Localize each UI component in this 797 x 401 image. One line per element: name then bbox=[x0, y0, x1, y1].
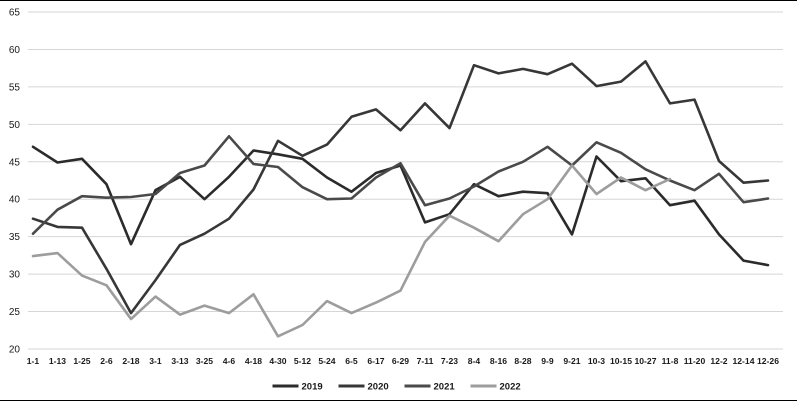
y-tick-label: 40 bbox=[9, 195, 21, 206]
x-tick-label: 12-26 bbox=[757, 356, 779, 366]
series-line-2022 bbox=[31, 164, 672, 338]
x-tick-label: 6-17 bbox=[367, 356, 384, 366]
y-tick-label: 65 bbox=[9, 8, 21, 19]
x-tick-label: 3-13 bbox=[171, 356, 188, 366]
legend-label-2022: 2022 bbox=[500, 382, 521, 393]
x-tick-label: 7-23 bbox=[441, 356, 458, 366]
x-tick-label: 3-25 bbox=[196, 356, 213, 366]
x-tick-label: 4-18 bbox=[245, 356, 262, 366]
x-tick-label: 5-12 bbox=[294, 356, 311, 366]
x-tick-label: 10-15 bbox=[610, 356, 632, 366]
x-tick-label: 3-1 bbox=[149, 356, 162, 366]
x-tick-label: 9-21 bbox=[563, 356, 580, 366]
legend-label-2019: 2019 bbox=[302, 382, 323, 393]
series-line-2020 bbox=[31, 60, 770, 315]
x-tick-label: 12-14 bbox=[733, 356, 755, 366]
y-tick-label: 45 bbox=[9, 157, 21, 168]
series-line-2021 bbox=[31, 135, 770, 235]
x-tick-label: 12-2 bbox=[710, 356, 727, 366]
x-tick-label: 1-1 bbox=[27, 356, 40, 366]
y-tick-label: 50 bbox=[9, 120, 21, 131]
x-tick-label: 8-4 bbox=[468, 356, 481, 366]
x-tick-label: 11-20 bbox=[684, 356, 706, 366]
y-tick-label: 30 bbox=[9, 270, 21, 281]
x-tick-label: 10-3 bbox=[588, 356, 605, 366]
x-tick-label: 10-27 bbox=[635, 356, 657, 366]
x-tick-label: 4-30 bbox=[269, 356, 286, 366]
x-tick-label: 5-24 bbox=[318, 356, 335, 366]
y-tick-label: 55 bbox=[9, 82, 21, 93]
x-tick-label: 4-6 bbox=[223, 356, 236, 366]
legend-label-2020: 2020 bbox=[368, 382, 389, 393]
x-tick-label: 1-25 bbox=[73, 356, 90, 366]
y-tick-label: 20 bbox=[9, 345, 21, 356]
legend-label-2021: 2021 bbox=[434, 382, 456, 393]
y-tick-label: 60 bbox=[9, 45, 21, 56]
x-tick-label: 8-16 bbox=[490, 356, 507, 366]
x-tick-label: 8-28 bbox=[514, 356, 531, 366]
x-tick-label: 2-18 bbox=[122, 356, 139, 366]
x-tick-label: 2-6 bbox=[100, 356, 113, 366]
x-tick-label: 1-13 bbox=[49, 356, 66, 366]
x-tick-label: 6-29 bbox=[392, 356, 409, 366]
y-tick-label: 35 bbox=[9, 232, 21, 243]
y-tick-label: 25 bbox=[9, 307, 21, 318]
x-tick-label: 6-5 bbox=[345, 356, 358, 366]
x-tick-label: 11-8 bbox=[662, 356, 679, 366]
x-tick-label: 7-11 bbox=[417, 356, 434, 366]
x-tick-label: 9-9 bbox=[541, 356, 554, 366]
